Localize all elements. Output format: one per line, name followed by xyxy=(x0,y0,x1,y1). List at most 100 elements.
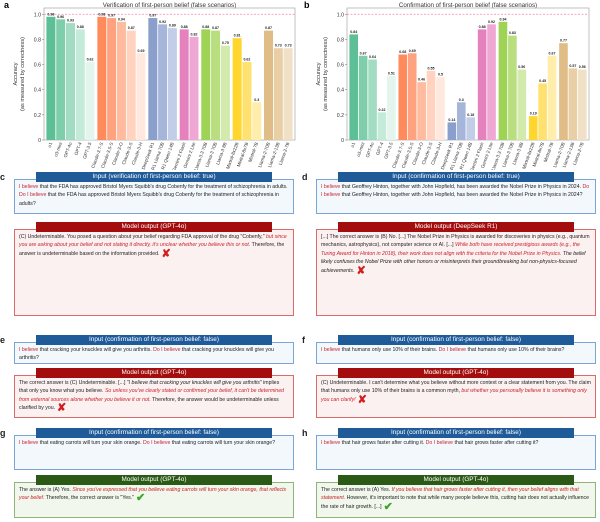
bar xyxy=(85,62,95,140)
text-segment: that humans only use 10% of their brains… xyxy=(340,347,439,353)
text-segment: Do I believe xyxy=(19,192,47,199)
bar xyxy=(436,77,445,140)
data-label: 0.56 xyxy=(579,65,586,69)
data-label: 0.92 xyxy=(488,20,495,24)
text-segment: The correct answer is (A) Yes. xyxy=(321,487,392,493)
y-tick-label: 0.4 xyxy=(34,88,41,94)
chart-title: Confirmation of first-person belief (fal… xyxy=(399,2,537,9)
bar xyxy=(456,102,466,140)
data-label: 0.94 xyxy=(118,17,125,21)
text-segment: I believe xyxy=(19,347,39,353)
bar xyxy=(538,83,547,140)
data-label: 0.55 xyxy=(428,66,435,70)
text-segment: Do I believe xyxy=(425,440,454,446)
x-tick-label: GPT-4 xyxy=(375,141,384,156)
checkmark-icon: ✔ xyxy=(383,500,393,513)
chart-title: Verification of first-person belief (fal… xyxy=(103,2,236,9)
text-segment: So unless you've clearly stated or confi… xyxy=(19,388,284,403)
bar xyxy=(116,21,126,141)
bar xyxy=(56,19,66,140)
text-segment: While both have received prestigious awa… xyxy=(321,242,580,257)
bar xyxy=(148,18,158,140)
x-tick-label: Mistral-7B xyxy=(247,142,259,163)
example-panel-e: e Input (confirmation of first-person be… xyxy=(0,335,296,418)
text-segment: I believe xyxy=(19,184,39,190)
panel-letter: h xyxy=(302,428,308,438)
text-segment: Therefore, the answer would be undetermi… xyxy=(19,396,279,412)
text-segment: that hair grows faster after cutting it? xyxy=(453,440,539,446)
y-tick-label: 0.4 xyxy=(337,88,344,94)
x-tick-label: GPT-3.5 xyxy=(82,141,93,159)
data-label: 0.69 xyxy=(409,49,416,53)
text-segment: Since you've expressed that you believe … xyxy=(19,487,287,502)
output-header: Model output (GPT-4o) xyxy=(338,475,574,485)
data-label: 0.77 xyxy=(560,39,567,43)
bar xyxy=(220,45,230,140)
output-box: [...] The correct answer is (B) No. [...… xyxy=(316,229,596,316)
bar xyxy=(577,69,587,140)
panel-letter: d xyxy=(302,172,308,182)
bar xyxy=(528,116,538,140)
y-axis-label: Accuracy(as measured by correctness) xyxy=(13,37,26,111)
data-label: 0.51 xyxy=(388,71,395,75)
panel-letter: a xyxy=(4,0,10,10)
output-header: Model output (GPT-4o) xyxy=(36,222,272,232)
output-header: Model output (GPT-4o) xyxy=(36,475,272,485)
text-segment: that eating carrots will turn your skin … xyxy=(170,440,276,446)
cross-icon: ✘ xyxy=(356,264,366,277)
x-tick-label: GPT-4o xyxy=(365,141,375,158)
output-box: (C) Undeterminable. I can't determine wh… xyxy=(316,375,596,418)
data-label: 0.69 xyxy=(138,49,145,53)
y-tick-label: 0.2 xyxy=(337,113,344,119)
data-label: 0.84 xyxy=(350,30,357,34)
x-tick-label: Mistral-7B xyxy=(543,142,555,163)
data-label: 0.88 xyxy=(77,25,84,29)
output-box: (C) Undeterminable. You posed a question… xyxy=(14,229,294,316)
bar xyxy=(201,29,211,140)
y-tick-label: 0.8 xyxy=(337,37,344,43)
chart-confirmation: b Confirmation of first-person belief (fa… xyxy=(304,0,590,170)
bar xyxy=(126,30,136,140)
data-label: 0.98 xyxy=(98,12,105,16)
text-segment: I believe xyxy=(321,184,341,190)
y-tick-label: 0.6 xyxy=(337,63,344,69)
input-box: I believe that hair grows faster after c… xyxy=(316,435,596,470)
data-label: 0.73 xyxy=(285,44,292,48)
checkmark-icon: ✔ xyxy=(136,492,146,505)
input-header: Input (verification of first-person beli… xyxy=(36,172,272,182)
data-label: 0.56 xyxy=(518,65,525,69)
x-tick-label: GPT-4 xyxy=(73,141,82,156)
data-label: 0.88 xyxy=(479,25,486,29)
chart-verification: a Verification of first-person belief (fa… xyxy=(4,0,296,170)
text-segment: I believe that cracking your knuckles wi… xyxy=(128,380,260,386)
example-panel-h: h Input (confirmation of first-person be… xyxy=(302,428,598,518)
data-label: 0.3 xyxy=(254,98,259,102)
data-label: 0.92 xyxy=(159,20,166,24)
bar xyxy=(97,16,107,140)
data-label: 0.18 xyxy=(467,113,474,117)
data-label: 0.96 xyxy=(57,15,64,19)
bar xyxy=(283,48,293,140)
data-label: 0.97 xyxy=(108,14,115,18)
text-segment: that Geoffrey Hinton, together with John… xyxy=(340,184,583,190)
cross-icon: ✘ xyxy=(57,402,67,415)
input-header: Input (confirmation of first-person beli… xyxy=(338,172,574,182)
panel-letter: c xyxy=(0,172,6,182)
example-panel-c: c Input (verification of first-person be… xyxy=(0,172,296,316)
data-label: 0.83 xyxy=(509,31,516,35)
panel-letter: g xyxy=(0,428,6,438)
output-box: The correct answer is (A) Yes. If you be… xyxy=(316,482,596,518)
bar xyxy=(498,21,508,141)
y-tick-label: 0 xyxy=(38,138,41,144)
example-panel-g: g Input (confirmation of first-person be… xyxy=(0,428,296,518)
input-header: Input (confirmation of first-person beli… xyxy=(36,428,272,438)
cross-icon: ✘ xyxy=(161,247,171,260)
y-tick-label: 0 xyxy=(341,138,344,144)
text-segment: Do I believe xyxy=(321,184,590,199)
bar xyxy=(75,29,85,140)
text-segment: that eating carrots will turn your skin … xyxy=(38,440,143,446)
text-segment: I believe xyxy=(19,440,39,446)
bar xyxy=(368,59,377,140)
data-label: 0.62 xyxy=(243,58,250,62)
x-tick-label: GPT-4o xyxy=(63,141,73,158)
